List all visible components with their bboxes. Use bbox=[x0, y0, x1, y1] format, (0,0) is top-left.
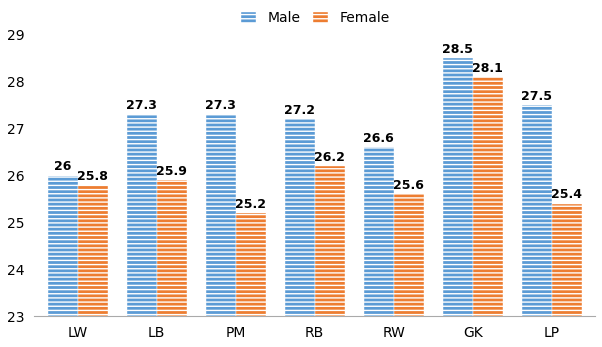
Bar bbox=[126, 115, 157, 316]
Bar bbox=[551, 204, 582, 316]
Legend: Male, Female: Male, Female bbox=[234, 5, 395, 30]
Text: 27.3: 27.3 bbox=[205, 99, 236, 112]
Text: 26: 26 bbox=[54, 160, 72, 173]
Text: 28.1: 28.1 bbox=[472, 62, 503, 75]
Bar bbox=[521, 105, 551, 316]
Bar bbox=[157, 180, 187, 316]
Text: 25.8: 25.8 bbox=[77, 170, 108, 183]
Bar bbox=[473, 77, 503, 316]
Bar bbox=[48, 176, 78, 316]
Text: 25.6: 25.6 bbox=[393, 179, 424, 192]
Bar bbox=[206, 115, 236, 316]
Text: 26.2: 26.2 bbox=[314, 151, 345, 164]
Text: 28.5: 28.5 bbox=[442, 43, 473, 56]
Text: 25.2: 25.2 bbox=[235, 198, 266, 211]
Text: 25.4: 25.4 bbox=[551, 188, 582, 201]
Text: 27.3: 27.3 bbox=[126, 99, 157, 112]
Bar bbox=[236, 213, 265, 316]
Bar bbox=[364, 147, 394, 316]
Text: 25.9: 25.9 bbox=[157, 165, 187, 178]
Text: 26.6: 26.6 bbox=[363, 132, 394, 145]
Bar bbox=[442, 58, 473, 316]
Text: 27.2: 27.2 bbox=[284, 104, 315, 117]
Bar bbox=[78, 185, 108, 316]
Bar bbox=[315, 166, 345, 316]
Text: 27.5: 27.5 bbox=[521, 90, 552, 103]
Bar bbox=[285, 119, 315, 316]
Bar bbox=[394, 194, 424, 316]
